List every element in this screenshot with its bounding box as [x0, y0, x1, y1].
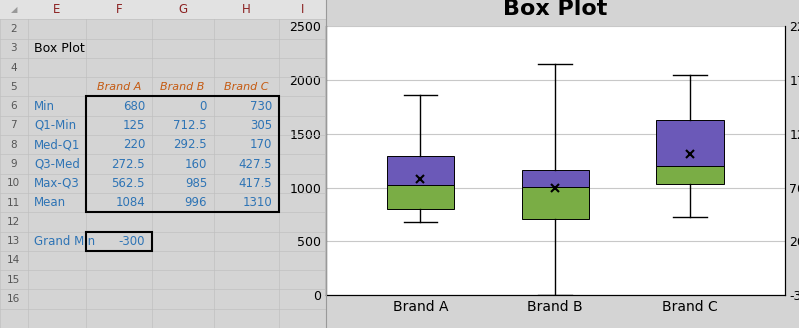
Text: Mean: Mean	[34, 196, 66, 209]
Text: 11: 11	[7, 197, 21, 208]
Text: Max-Q3: Max-Q3	[34, 177, 80, 190]
Text: H: H	[242, 3, 251, 16]
Text: 5: 5	[10, 82, 17, 92]
Text: Q1-Min: Q1-Min	[34, 119, 77, 132]
Bar	[522, 170, 589, 187]
Text: 10: 10	[7, 178, 21, 188]
Text: 125: 125	[123, 119, 145, 132]
Text: Brand A: Brand A	[97, 82, 141, 92]
Text: Grand Min: Grand Min	[34, 235, 95, 248]
Text: 680: 680	[123, 100, 145, 113]
Text: 7: 7	[10, 120, 17, 131]
Text: 170: 170	[250, 138, 272, 151]
Text: 13: 13	[7, 236, 21, 246]
Text: Min: Min	[34, 100, 55, 113]
Text: 6: 6	[10, 101, 17, 111]
Text: G: G	[178, 3, 187, 16]
Text: 4: 4	[10, 63, 17, 72]
Text: 305: 305	[250, 119, 272, 132]
Text: 996: 996	[185, 196, 207, 209]
Bar	[387, 155, 454, 185]
Text: 712.5: 712.5	[173, 119, 207, 132]
Text: 2: 2	[10, 24, 17, 34]
Title: Box Plot: Box Plot	[503, 0, 607, 19]
Bar	[522, 187, 589, 218]
Text: I: I	[300, 3, 304, 16]
Text: Box Plot: Box Plot	[34, 42, 85, 55]
Text: 8: 8	[10, 140, 17, 150]
Text: 562.5: 562.5	[112, 177, 145, 190]
Bar	[387, 185, 454, 209]
Text: 0: 0	[200, 100, 207, 113]
Text: F: F	[116, 3, 122, 16]
Text: 14: 14	[7, 256, 21, 265]
Text: 272.5: 272.5	[111, 157, 145, 171]
Text: 9: 9	[10, 159, 17, 169]
Text: 160: 160	[185, 157, 207, 171]
Bar	[86, 232, 152, 251]
Text: 1084: 1084	[115, 196, 145, 209]
Text: 15: 15	[7, 275, 21, 285]
Text: 220: 220	[123, 138, 145, 151]
Bar	[657, 120, 724, 166]
Text: 1310: 1310	[242, 196, 272, 209]
Text: 985: 985	[185, 177, 207, 190]
Bar	[86, 96, 279, 212]
Bar	[657, 166, 724, 184]
Text: Brand B: Brand B	[161, 82, 205, 92]
Text: Brand C: Brand C	[224, 82, 268, 92]
Text: 427.5: 427.5	[239, 157, 272, 171]
Text: 12: 12	[7, 217, 21, 227]
Text: 3: 3	[10, 43, 17, 53]
Text: -300: -300	[118, 235, 145, 248]
Text: ◢: ◢	[10, 5, 17, 14]
Text: Med-Q1: Med-Q1	[34, 138, 81, 151]
Bar	[0, 0, 326, 19]
Text: 417.5: 417.5	[239, 177, 272, 190]
Text: 730: 730	[250, 100, 272, 113]
Text: 16: 16	[7, 294, 21, 304]
Text: 292.5: 292.5	[173, 138, 207, 151]
Text: Q3-Med: Q3-Med	[34, 157, 80, 171]
Text: E: E	[54, 3, 61, 16]
